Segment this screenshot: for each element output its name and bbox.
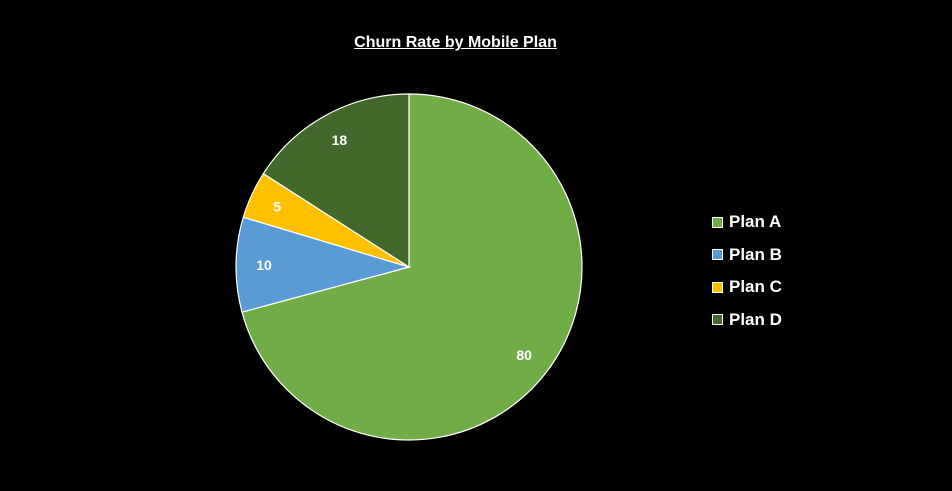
- data-label-plan-a: 80: [516, 347, 532, 363]
- pie-slice-plan-a: [241, 93, 583, 441]
- legend-swatch: [712, 216, 723, 228]
- legend: Plan A Plan B Plan C Plan D: [712, 206, 782, 336]
- legend-label: Plan C: [729, 277, 782, 297]
- pie-slice-plan-d: [262, 93, 410, 269]
- chart-title: Churn Rate by Mobile Plan: [354, 34, 557, 51]
- data-label-plan-d: 18: [332, 132, 348, 148]
- pie-slice-plan-b: [235, 216, 412, 313]
- legend-item-plan-b: Plan B: [712, 239, 782, 272]
- data-label-plan-c: 5: [273, 198, 281, 214]
- legend-swatch: [712, 249, 723, 261]
- legend-label: Plan B: [729, 244, 782, 264]
- legend-swatch: [712, 281, 723, 293]
- legend-item-plan-d: Plan D: [712, 304, 782, 337]
- legend-item-plan-c: Plan C: [712, 271, 782, 304]
- legend-swatch: [712, 314, 723, 326]
- legend-label: Plan A: [729, 212, 782, 232]
- legend-label: Plan D: [729, 309, 782, 329]
- legend-item-plan-a: Plan A: [712, 206, 782, 239]
- data-label-plan-b: 10: [256, 257, 272, 273]
